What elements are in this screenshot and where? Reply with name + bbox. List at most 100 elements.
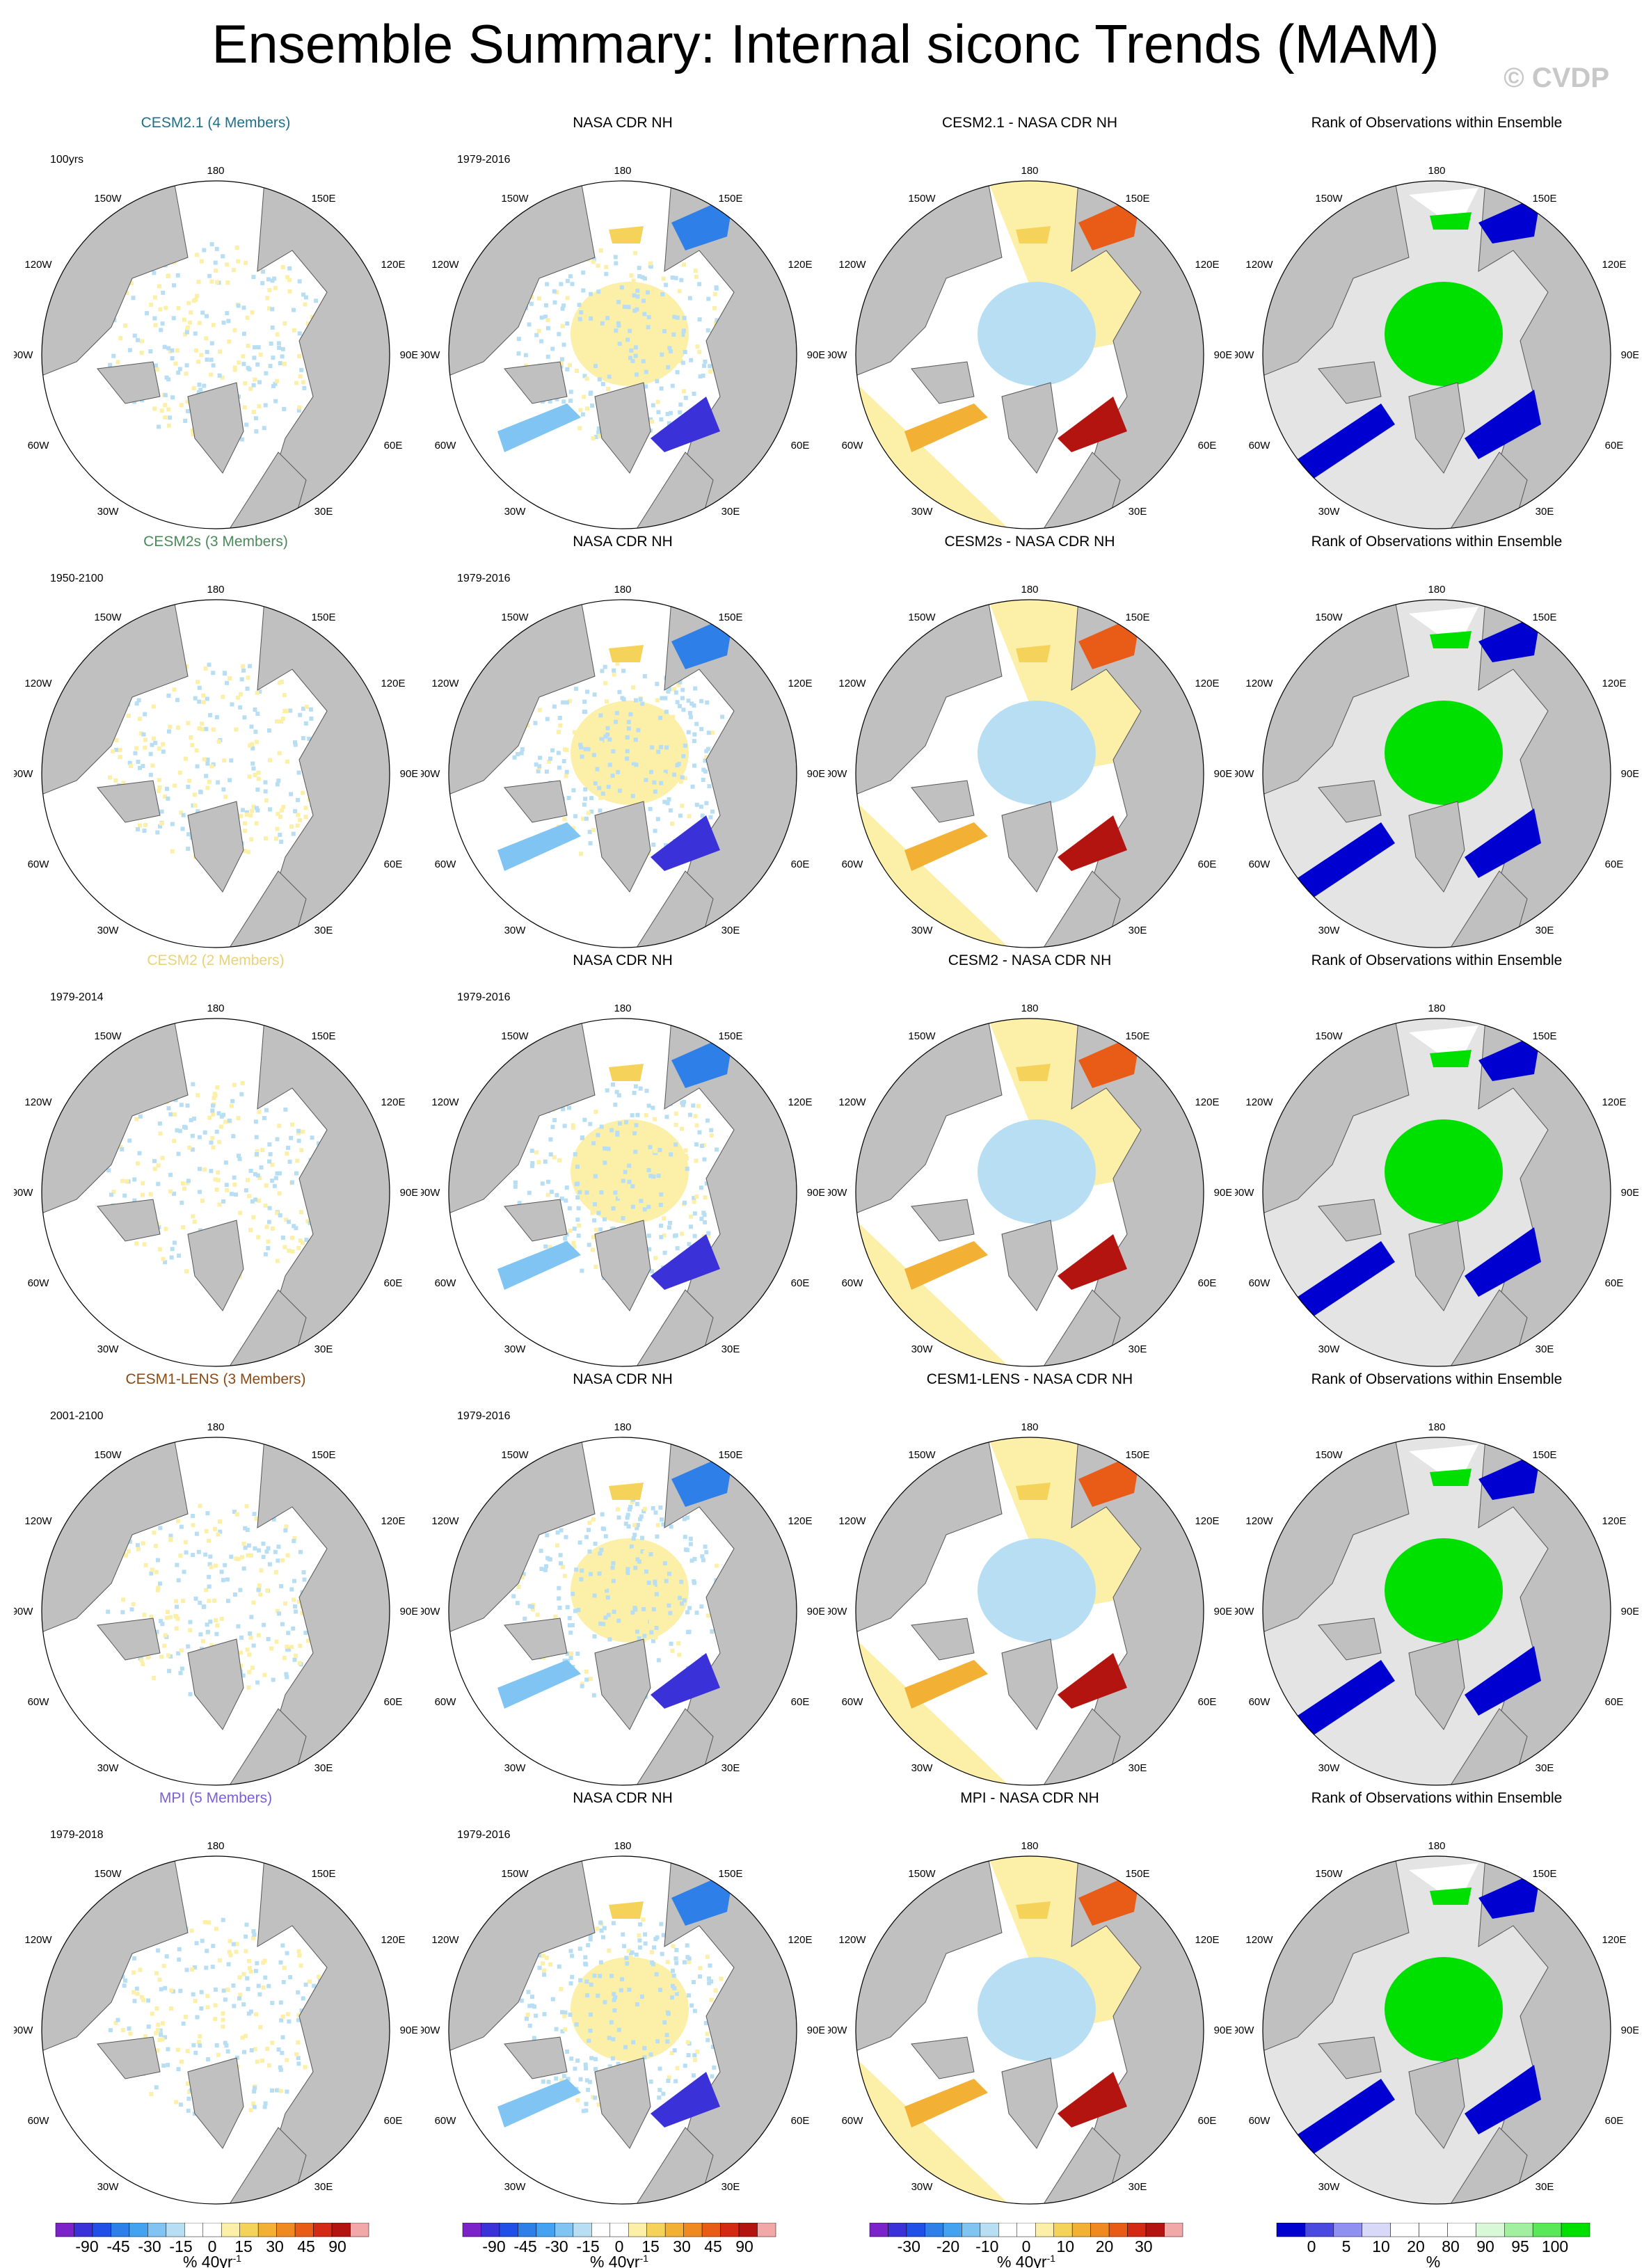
r2-obs-lon-label-nw1: 150W: [501, 1030, 529, 1042]
r2-model-lon-label-nw1: 150W: [94, 1030, 122, 1042]
r3-rank-map: [1262, 1437, 1611, 1786]
colorbar-2-swatch: [943, 2223, 962, 2237]
r3-obs-svg: 180150W120W90W60W30W030E60E90E120E150E: [421, 1421, 824, 1786]
r2-model-lon-label-n: 180: [207, 1003, 224, 1014]
r1-rank-ice-core: [1385, 701, 1503, 805]
r3-model-lon-label-se1: 30E: [314, 1762, 333, 1774]
r1-rank-title: Rank of Observations within Ensemble: [1311, 534, 1563, 550]
r3-diff-lon-label-nw1: 150W: [908, 1449, 936, 1461]
r3-model-lon-label-ne1: 150E: [311, 1449, 335, 1461]
r4-model-lon-label-ne2: 120E: [381, 1934, 405, 1946]
r2-rank-ice-core: [1385, 1119, 1503, 1224]
r2-rank-lon-label-n: 180: [1428, 1003, 1445, 1014]
r0-diff-land-0: [1071, 181, 1204, 529]
r0-rank-rank-high-north: [1430, 212, 1471, 230]
colorbar-2-swatch: [906, 2223, 925, 2237]
r0-obs-lon-label-w: 90W: [421, 349, 440, 361]
r0-obs-band-baffin: [497, 404, 581, 452]
r2-diff-lon-label-nw2: 120W: [838, 1096, 866, 1108]
r2-rank-lon-label-ne1: 150E: [1532, 1030, 1556, 1042]
r0-obs-ice-core: [571, 282, 689, 386]
r4-obs-lon-label-ne2: 120E: [788, 1934, 812, 1946]
r2-diff-lon-label-se2: 60E: [1198, 1277, 1217, 1289]
colorbar-3-swatch: [1561, 2223, 1590, 2237]
r4-model-svg: 180150W120W90W60W30W030E60E90E120E150E: [14, 1840, 417, 2205]
colorbar-0-swatch: [166, 2223, 185, 2237]
r1-model-land-4: [229, 870, 307, 948]
r4-diff-boundary: [855, 1855, 1204, 2205]
r3-rank-land-3: [1408, 1638, 1465, 1730]
r2-diff-lon-label-e: 90E: [1214, 1187, 1231, 1199]
r4-obs-band-chukchi: [609, 1901, 644, 1919]
r2-diff-lon-label-sw2: 60W: [842, 1277, 864, 1289]
r2-rank-lon-label-sw1: 30W: [1318, 1343, 1341, 1355]
r3-rank-lon-label-nw2: 120W: [1245, 1515, 1273, 1527]
colorbar-0-tick-label: 15: [234, 2237, 253, 2255]
colorbar-0-tick-label: 90: [328, 2237, 346, 2255]
colorbar-0-swatch: [313, 2223, 333, 2237]
r0-rank-ice-core: [1385, 282, 1503, 386]
r0-obs-lon-label-e: 90E: [807, 349, 824, 361]
r0-diff-lon-label-n: 180: [1021, 165, 1038, 177]
r2-rank-land-2: [1318, 1199, 1382, 1242]
r1-diff-land-0: [1071, 600, 1204, 948]
r4-model-lon-label-e: 90E: [400, 2025, 417, 2036]
r4-obs-lon-label-w: 90W: [421, 2025, 440, 2036]
r3-diff-lon-label-se1: 30E: [1128, 1762, 1147, 1774]
colorbar-2-swatch: [869, 2223, 888, 2237]
r3-obs-band-chukchi: [609, 1483, 644, 1500]
colorbar-1-tick-label: 30: [673, 2237, 691, 2255]
r1-rank-lon-label-nw1: 150W: [1315, 612, 1343, 623]
r3-obs-period: 1979-2016: [457, 1410, 511, 1422]
r1-rank-svg: 180150W120W90W60W30W030E60E90E120E150E: [1235, 584, 1638, 948]
r4-model-land-3: [187, 2057, 244, 2149]
r3-diff-lon-label-sw1: 30W: [911, 1762, 934, 1774]
r0-diff-band-baffin: [904, 404, 988, 452]
r3-model-lon-label-sw1: 30W: [97, 1762, 120, 1774]
r3-obs-lon-label-sw1: 30W: [504, 1762, 527, 1774]
r1-diff-svg: 180150W120W90W60W30W030E60E90E120E150E: [828, 584, 1231, 948]
colorbar-0-unit: % 40yr-1: [183, 2253, 241, 2268]
r0-rank-lon-label-nw1: 150W: [1315, 193, 1343, 205]
colorbar-3-swatch: [1532, 2223, 1562, 2237]
r1-rank-lon-label-sw1: 30W: [1318, 925, 1341, 936]
colorbar-3-tick-label: 100: [1542, 2237, 1568, 2255]
colorbar-0-tick-label: 0: [208, 2237, 217, 2255]
r1-diff-lon-label-e: 90E: [1214, 768, 1231, 780]
r1-model-lon-label-nw2: 120W: [24, 678, 52, 689]
r0-diff-land-4: [1043, 452, 1121, 529]
r1-diff-land-2: [911, 780, 975, 823]
r1-model-lon-label-se1: 30E: [314, 925, 333, 936]
r4-obs-lon-label-ne1: 150E: [718, 1868, 742, 1880]
r2-rank-lon-label-w: 90W: [1235, 1187, 1254, 1199]
r2-rank-rank-high-north: [1430, 1050, 1471, 1067]
r1-diff-panel: 180150W120W90W60W30W030E60E90E120E150ECE…: [828, 534, 1231, 951]
r2-obs-lon-label-n: 180: [614, 1003, 631, 1014]
r2-obs-band-chukchi: [609, 1064, 644, 1081]
r4-obs-period: 1979-2016: [457, 1829, 511, 1841]
colorbar-2: -30 -20 -10 0 10 20 30 % 40yr-1: [869, 2223, 1183, 2268]
r0-model-land-3: [187, 382, 244, 474]
r0-rank-map: [1262, 180, 1611, 529]
r2-diff-land-3: [1001, 1220, 1058, 1311]
r2-obs-lon-label-ne1: 150E: [718, 1030, 742, 1042]
colorbar-2-swatch: [1035, 2223, 1054, 2237]
r4-obs-land-4: [636, 2127, 714, 2204]
r3-obs-lon-label-n: 180: [614, 1421, 631, 1433]
r4-rank-svg: 180150W120W90W60W30W030E60E90E120E150E: [1235, 1840, 1638, 2205]
colorbar-3-tick-label: 10: [1372, 2237, 1390, 2255]
r0-diff-title: CESM2.1 - NASA CDR NH: [941, 115, 1118, 131]
r3-model-lon-label-e: 90E: [400, 1606, 417, 1618]
r0-obs-lon-label-sw2: 60W: [435, 440, 457, 452]
r2-model-lon-label-se1: 30E: [314, 1343, 333, 1355]
r4-obs-lon-label-n: 180: [614, 1840, 631, 1852]
r3-obs-lon-label-sw2: 60W: [435, 1696, 457, 1708]
r1-rank-land-2: [1318, 780, 1382, 823]
r4-model-land-2: [97, 2036, 161, 2079]
r0-obs-land-4: [636, 452, 714, 529]
r4-rank-boundary: [1262, 1855, 1611, 2205]
r4-diff-lon-label-sw1: 30W: [911, 2181, 934, 2193]
r1-model-title: CESM2s (3 Members): [143, 534, 288, 550]
r2-diff-lon-label-w: 90W: [828, 1187, 847, 1199]
r1-rank-land-4: [1450, 870, 1528, 948]
